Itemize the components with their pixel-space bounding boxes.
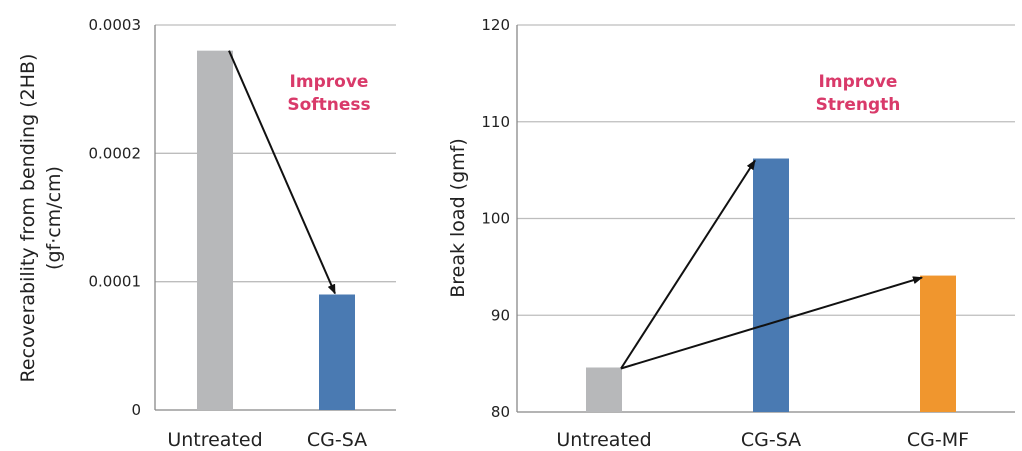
- y-axis-title: (gf·cm/cm): [43, 166, 65, 270]
- arrow-untreated-to-cg-sa: [620, 159, 756, 370]
- x-category-label: Untreated: [167, 429, 262, 451]
- arrow-untreated-to-cg-mf: [620, 276, 923, 370]
- chart-2: 80 90 100 110 120 Untreated CG-SA CG-MF Break lo…: [447, 16, 1015, 451]
- y-tick-label: 90: [491, 306, 510, 324]
- annotation-label: Improve: [290, 72, 369, 92]
- y-tick-label: 0.0002: [89, 144, 142, 162]
- y-tick-label: 110: [481, 113, 510, 131]
- y-tick-label: 0.0003: [89, 16, 142, 34]
- annotation-label: Improve: [819, 72, 898, 92]
- chart-1: 0 0.0001 0.0002 0.0003 Untreated CG-SA Recover…: [17, 16, 396, 451]
- bar-cg-sa: [319, 294, 355, 410]
- y-tick-label: 0: [131, 401, 141, 419]
- x-category-label: CG-SA: [307, 429, 367, 451]
- bar-untreated: [197, 50, 233, 411]
- y-axis-title: Recoverability from bending (2HB): [17, 54, 39, 383]
- y-axis-title: Break load (gmf): [447, 138, 469, 298]
- y-tick-label: 0.0001: [89, 273, 142, 291]
- arrow-untreated-to-cg-sa: [228, 50, 336, 295]
- x-category-label: Untreated: [556, 429, 651, 451]
- bar-cg-mf: [920, 275, 956, 412]
- x-category-label: CG-SA: [741, 429, 801, 451]
- x-category-label: CG-MF: [907, 429, 969, 451]
- y-tick-label: 100: [481, 210, 510, 228]
- annotation-label: Softness: [287, 95, 370, 115]
- bar-cg-sa: [753, 158, 789, 412]
- y-tick-label: 120: [481, 16, 510, 34]
- annotation-label: Strength: [816, 95, 901, 115]
- bar-untreated: [586, 367, 622, 412]
- y-tick-label: 80: [491, 403, 510, 421]
